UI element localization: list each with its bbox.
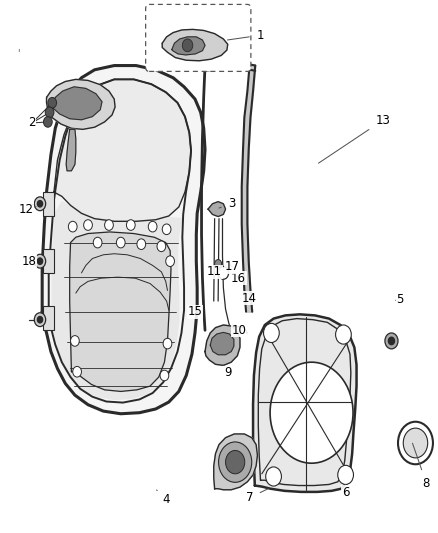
Polygon shape — [52, 201, 182, 399]
FancyBboxPatch shape — [146, 4, 251, 71]
Text: 15: 15 — [187, 305, 202, 318]
Text: 10: 10 — [231, 324, 246, 337]
Text: 3: 3 — [219, 197, 236, 211]
Text: 9: 9 — [223, 365, 231, 379]
Polygon shape — [54, 79, 191, 221]
Circle shape — [117, 237, 125, 248]
Polygon shape — [42, 66, 205, 414]
Circle shape — [218, 266, 229, 279]
Circle shape — [34, 254, 46, 268]
Circle shape — [37, 200, 42, 207]
Circle shape — [37, 258, 42, 264]
Polygon shape — [70, 232, 171, 391]
Bar — [42, 306, 53, 330]
Circle shape — [34, 313, 46, 327]
Circle shape — [93, 237, 102, 248]
Circle shape — [84, 220, 92, 230]
Text: 17: 17 — [225, 260, 240, 273]
Circle shape — [266, 467, 282, 486]
Circle shape — [34, 197, 46, 211]
Text: 4: 4 — [156, 490, 170, 506]
Text: 6: 6 — [342, 484, 350, 499]
Text: 13: 13 — [318, 114, 390, 163]
Circle shape — [182, 39, 193, 52]
Circle shape — [264, 324, 279, 343]
Circle shape — [403, 428, 427, 458]
Circle shape — [157, 241, 166, 252]
Circle shape — [105, 220, 113, 230]
Text: 8: 8 — [413, 443, 430, 490]
Text: 11: 11 — [207, 265, 222, 278]
Circle shape — [48, 98, 57, 108]
Polygon shape — [208, 201, 226, 216]
Circle shape — [215, 260, 222, 268]
Circle shape — [68, 221, 77, 232]
Circle shape — [160, 370, 169, 381]
Polygon shape — [210, 333, 234, 355]
Circle shape — [226, 450, 245, 474]
Polygon shape — [46, 79, 115, 130]
Circle shape — [73, 367, 81, 377]
Polygon shape — [66, 130, 76, 171]
Circle shape — [385, 333, 398, 349]
Text: 5: 5 — [396, 293, 404, 306]
Circle shape — [336, 325, 351, 344]
Circle shape — [163, 338, 172, 349]
Circle shape — [71, 336, 79, 346]
Bar — [42, 192, 53, 216]
Polygon shape — [214, 434, 258, 490]
Text: 1: 1 — [227, 29, 264, 42]
Circle shape — [43, 117, 52, 127]
Text: 16: 16 — [231, 272, 246, 285]
Text: ': ' — [17, 49, 20, 59]
Circle shape — [166, 256, 174, 266]
Bar — [42, 249, 53, 273]
Circle shape — [127, 220, 135, 230]
Circle shape — [162, 224, 171, 235]
Circle shape — [219, 442, 252, 482]
Polygon shape — [205, 325, 240, 366]
Circle shape — [37, 317, 42, 323]
Circle shape — [148, 221, 157, 232]
Circle shape — [398, 422, 433, 464]
Text: 18: 18 — [21, 255, 36, 268]
Circle shape — [338, 465, 353, 484]
Polygon shape — [162, 29, 228, 61]
Polygon shape — [253, 314, 357, 492]
Circle shape — [45, 107, 54, 118]
Circle shape — [270, 362, 353, 463]
Text: 7: 7 — [246, 489, 268, 504]
Polygon shape — [52, 87, 102, 120]
Text: 2: 2 — [28, 117, 36, 130]
Text: 14: 14 — [242, 292, 257, 305]
Text: 12: 12 — [18, 203, 36, 215]
Circle shape — [389, 337, 395, 345]
Polygon shape — [172, 37, 205, 55]
Circle shape — [137, 239, 146, 249]
